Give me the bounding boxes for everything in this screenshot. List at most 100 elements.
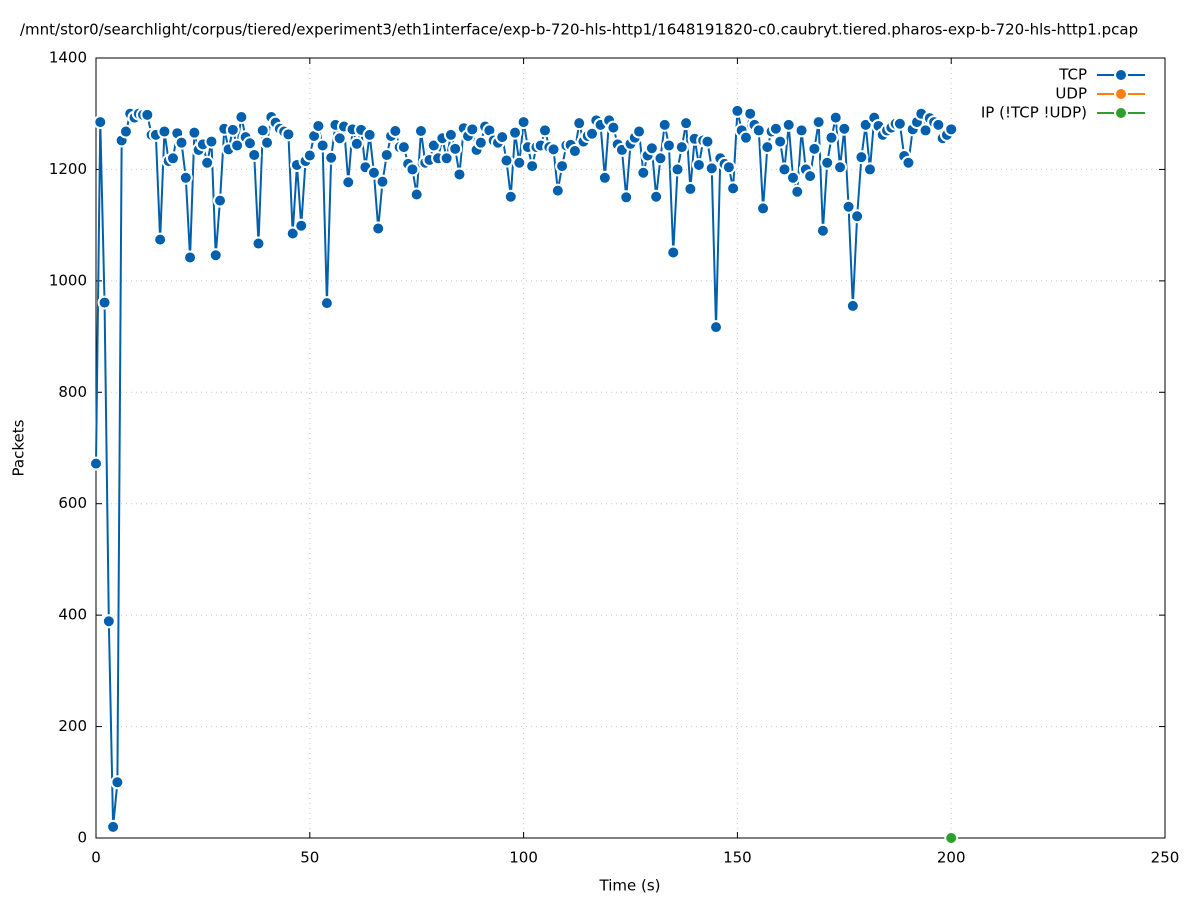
legend-label: TCP (1058, 66, 1087, 84)
data-point (110, 775, 125, 790)
data-point (200, 155, 215, 170)
data-point (670, 162, 685, 177)
data-point (931, 117, 946, 132)
data-point (704, 161, 719, 176)
data-point (653, 151, 668, 166)
data-point (709, 320, 724, 335)
data-point (794, 123, 809, 138)
y-tick-label: 800 (58, 383, 87, 401)
data-point (546, 142, 561, 157)
data-point (106, 819, 121, 834)
data-point (674, 140, 689, 155)
data-point (811, 115, 826, 130)
data-point (396, 140, 411, 155)
data-point (230, 138, 245, 153)
data-point (683, 181, 698, 196)
data-point (892, 116, 907, 131)
data-point (388, 123, 403, 138)
data-point (768, 121, 783, 136)
data-point (362, 127, 377, 142)
data-point (901, 155, 916, 170)
data-point (777, 162, 792, 177)
data-point (666, 245, 681, 260)
legend-marker (1114, 106, 1128, 120)
data-point (661, 138, 676, 153)
data-point (679, 116, 694, 131)
data-point (165, 151, 180, 166)
data-point (157, 124, 172, 139)
data-point (302, 148, 317, 163)
data-point (790, 184, 805, 199)
plot-area (89, 103, 959, 845)
data-point (183, 250, 198, 265)
data-point (944, 831, 959, 845)
data-point (845, 298, 860, 313)
data-point (371, 221, 386, 236)
data-point (208, 248, 223, 263)
data-point (567, 144, 582, 159)
data-point (242, 136, 257, 151)
data-point (89, 456, 103, 471)
plot-frame (95, 57, 1166, 839)
data-point (379, 147, 394, 162)
data-point (97, 295, 112, 310)
data-point (473, 135, 488, 150)
data-point (525, 159, 540, 174)
data-point (324, 150, 339, 165)
data-point (649, 189, 664, 204)
data-point (636, 165, 651, 180)
data-point (311, 118, 326, 133)
data-point (803, 169, 818, 184)
y-tick-label: 1000 (49, 271, 87, 289)
data-point (234, 110, 249, 125)
data-point (341, 175, 356, 190)
data-point (918, 123, 933, 138)
data-point (700, 134, 715, 149)
data-point (503, 189, 518, 204)
data-point (773, 134, 788, 149)
data-point (187, 125, 202, 140)
y-axis-label: Packets (10, 419, 28, 476)
data-point (452, 167, 467, 182)
data-point (247, 147, 262, 162)
data-point (281, 127, 296, 142)
data-point (101, 614, 116, 629)
data-point (285, 226, 300, 241)
legend-label: UDP (1055, 85, 1087, 103)
data-point (537, 123, 552, 138)
data-point (572, 116, 587, 131)
data-point (807, 141, 822, 156)
data-point (730, 103, 745, 118)
x-tick-label: 50 (300, 849, 319, 867)
legend-marker (1114, 87, 1128, 101)
data-point (443, 127, 458, 142)
data-point (409, 187, 424, 202)
data-point (854, 150, 869, 165)
data-point (824, 130, 839, 145)
data-point (751, 123, 766, 138)
data-point (944, 122, 959, 137)
data-point (815, 223, 830, 238)
data-point (756, 201, 771, 216)
y-tick-label: 200 (58, 717, 87, 735)
data-point (828, 110, 843, 125)
y-tick-label: 1200 (49, 160, 87, 178)
data-point (837, 121, 852, 136)
data-point (213, 193, 228, 208)
data-point (153, 232, 168, 247)
data-point (597, 170, 612, 185)
data-point (349, 136, 364, 151)
data-point (760, 140, 775, 155)
x-axis-label: Time (s) (599, 877, 661, 895)
data-point (255, 123, 270, 138)
data-point (319, 296, 334, 311)
data-point (726, 181, 741, 196)
data-point (508, 125, 523, 140)
data-point (738, 130, 753, 145)
data-point (516, 115, 531, 130)
data-point (820, 155, 835, 170)
data-point (850, 209, 865, 224)
data-point (691, 157, 706, 172)
data-point (721, 160, 736, 175)
